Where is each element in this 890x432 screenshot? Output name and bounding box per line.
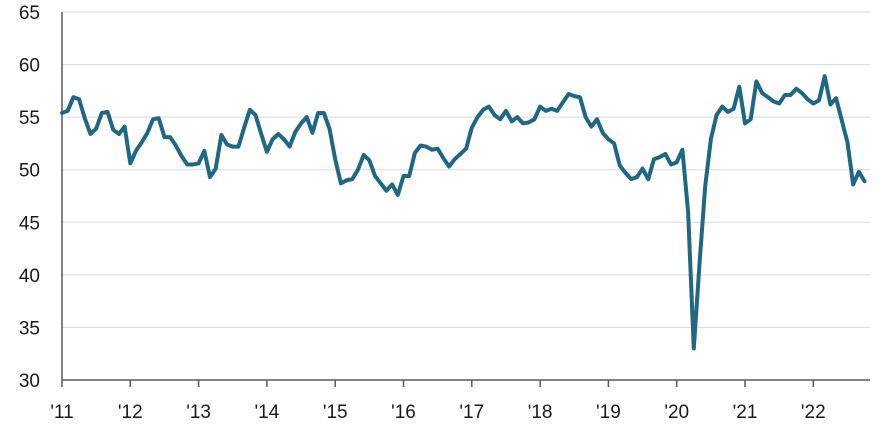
series-layer [60,74,867,351]
y-tick-label: 50 [19,161,40,182]
y-tick-label: 65 [19,3,40,24]
y-axis-tick-labels: 30 35 40 45 50 55 60 65 [19,3,40,392]
gridlines [62,11,870,328]
x-tick-label: '21 [733,402,758,423]
x-tick-label: '20 [664,402,689,423]
y-tick-label: 60 [19,56,40,77]
x-tick-label: '19 [596,402,621,423]
y-tick-label: 35 [19,318,40,339]
x-tick-label: '16 [391,402,416,423]
x-tick-label: '17 [459,402,484,423]
x-tick-label: '14 [255,402,280,423]
y-tick-label: 30 [19,371,40,392]
x-tick-label: '15 [323,402,348,423]
y-tick-label: 40 [19,266,40,287]
y-tick-label: 55 [19,108,40,129]
x-tick-label: '12 [118,402,143,423]
x-tick-label: '22 [801,402,826,423]
series-line-index [60,74,867,351]
x-tick-label: '13 [186,402,211,423]
x-axis [61,12,870,387]
x-tick-label: '18 [528,402,553,423]
x-tick-label: '11 [50,402,73,423]
x-axis-tick-labels: '11 '12 '13 '14 '15 '16 '17 '18 '19 '20 '21 '22 [50,402,825,423]
y-tick-label: 45 [19,213,40,234]
